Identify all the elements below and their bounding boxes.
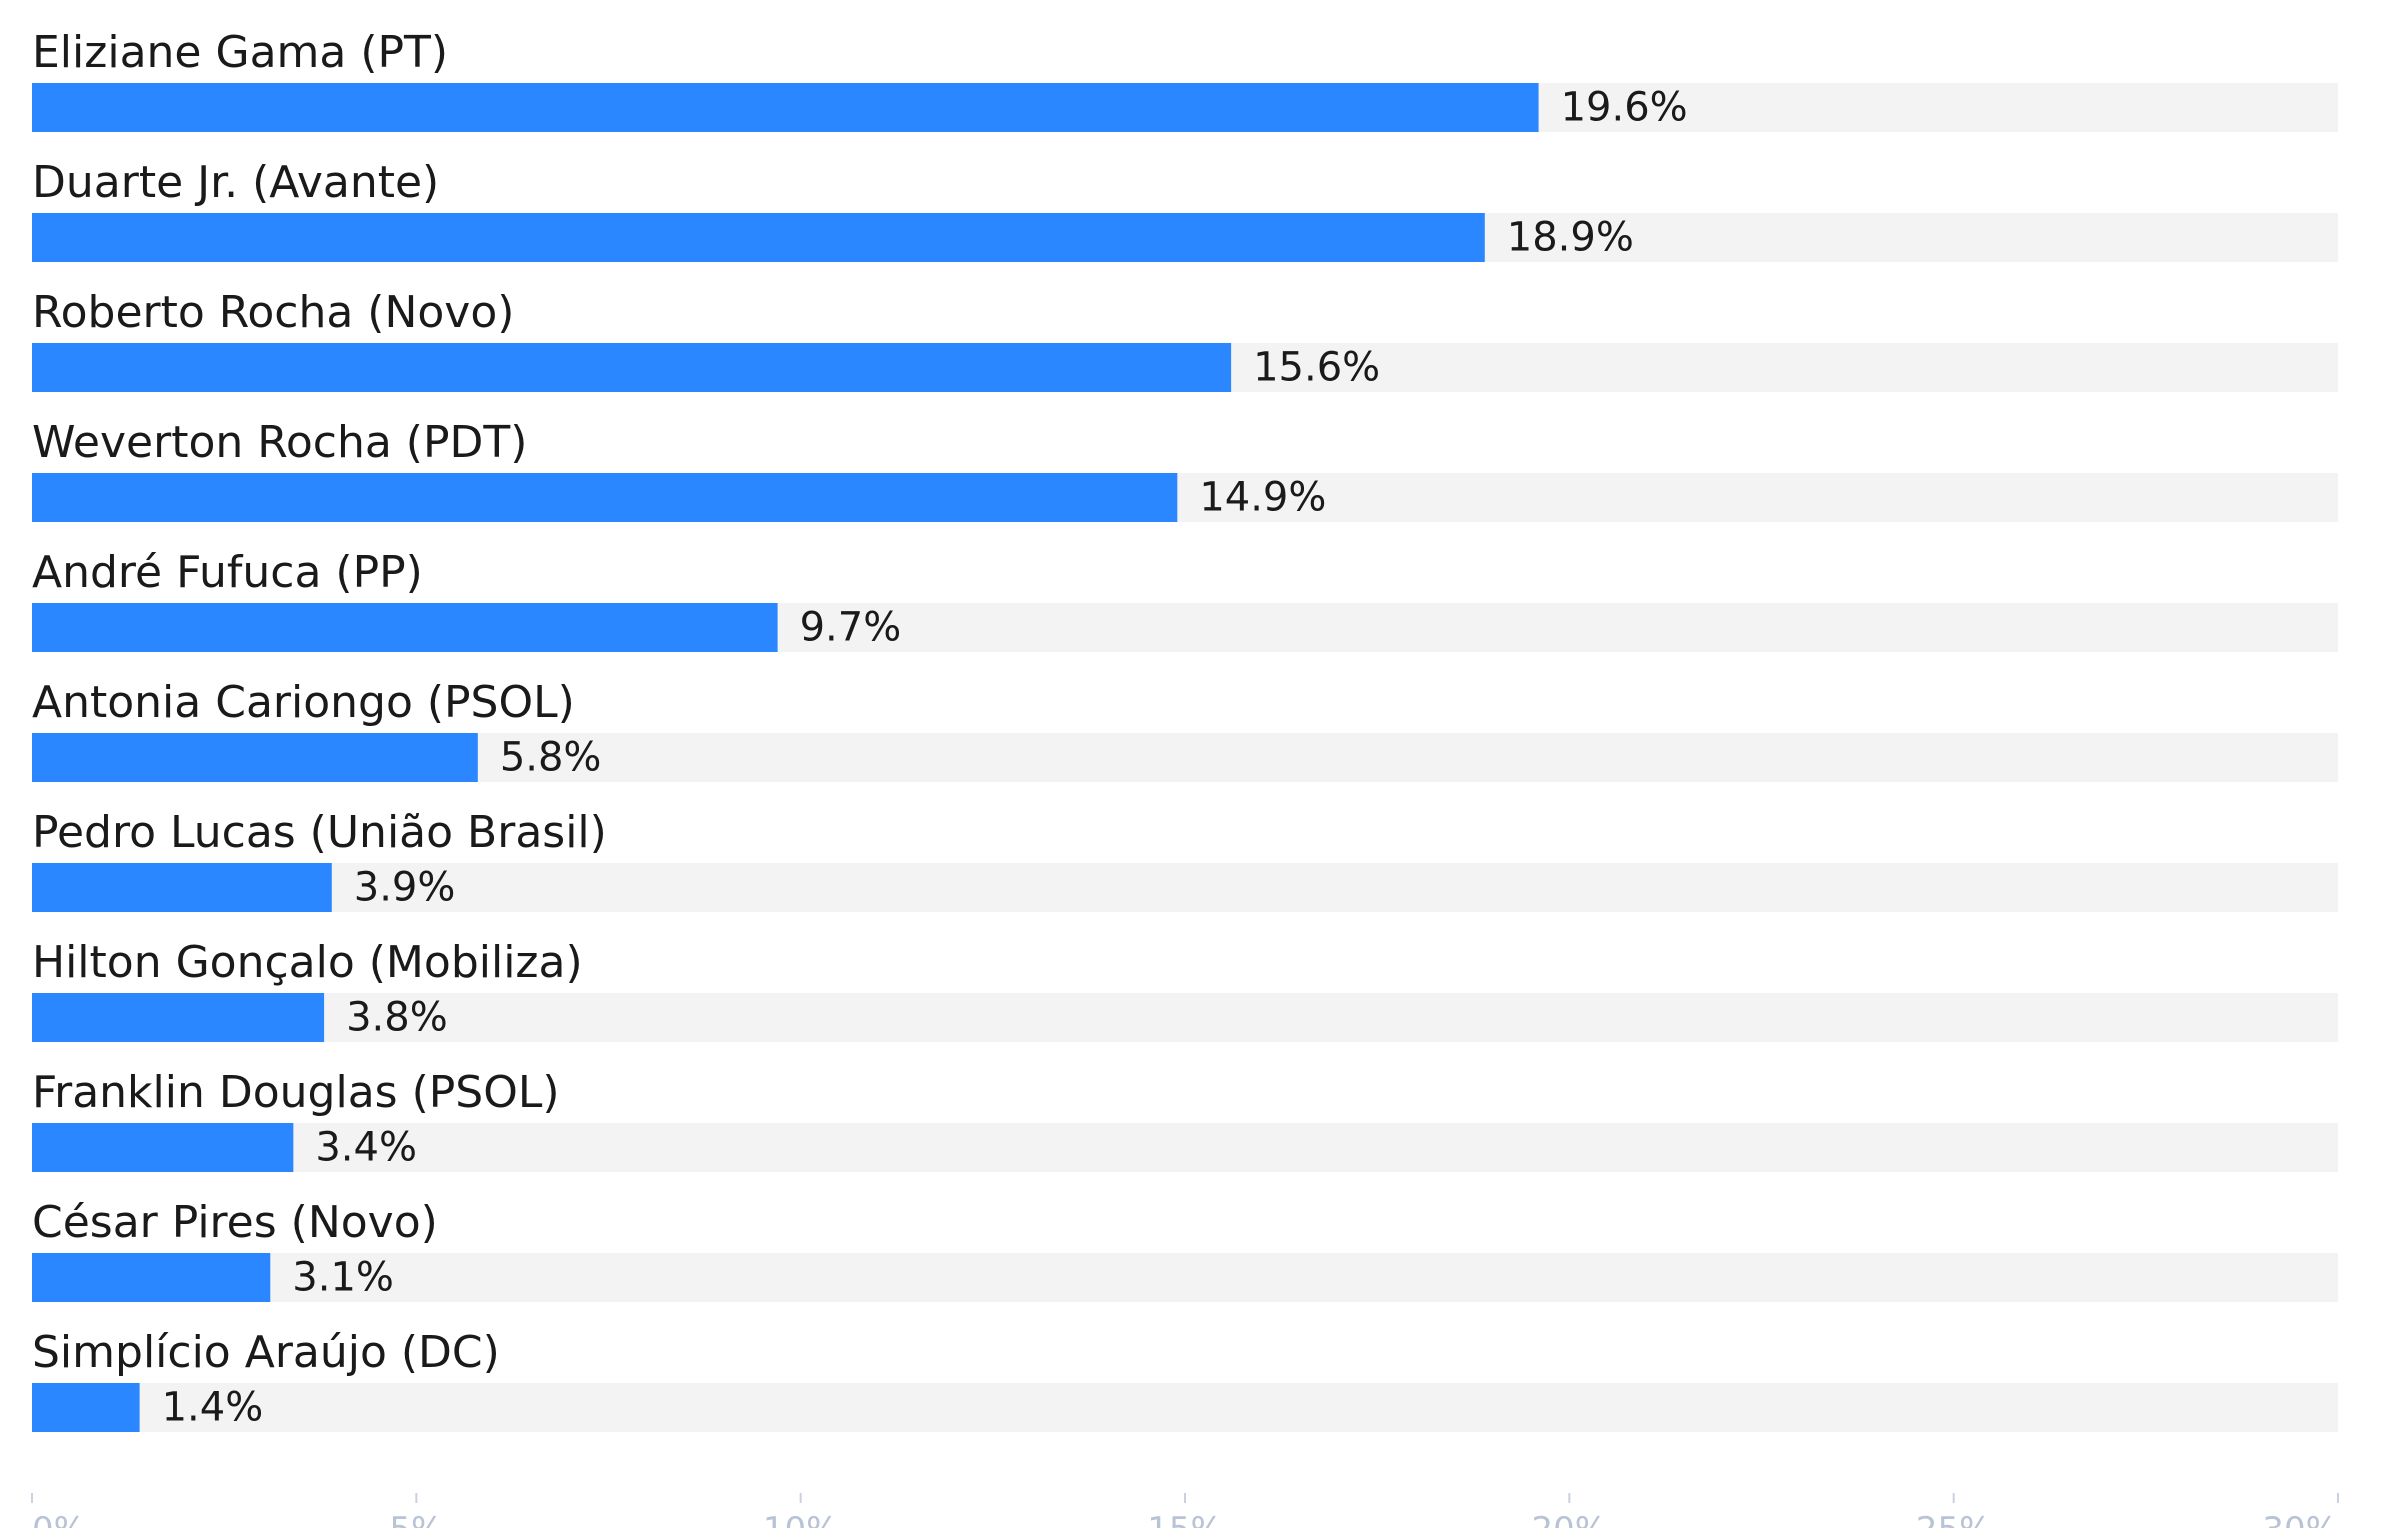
x-tick-label: 25% [1916, 1510, 1992, 1528]
category-label: André Fufuca (PP) [32, 547, 423, 598]
bar [32, 473, 1178, 522]
x-tick-label: 5% [389, 1510, 443, 1528]
category-label: César Pires (Novo) [32, 1197, 438, 1248]
bar [32, 993, 325, 1042]
bar-track [32, 1383, 2338, 1432]
category-label: Duarte Jr. (Avante) [32, 157, 439, 208]
value-label: 18.9% [1507, 215, 1634, 261]
value-label: 3.1% [292, 1255, 394, 1301]
category-label: Hilton Gonçalo (Mobiliza) [32, 937, 583, 988]
bar [32, 603, 778, 652]
value-label: 3.8% [346, 995, 448, 1041]
value-label: 3.9% [354, 865, 456, 911]
category-label: Roberto Rocha (Novo) [32, 287, 514, 338]
x-tick-label: 15% [1147, 1510, 1223, 1528]
bar [32, 83, 1539, 132]
bar [32, 1253, 271, 1302]
bar [32, 863, 332, 912]
bar-track [32, 863, 2338, 912]
x-tick-label: 0% [32, 1510, 86, 1528]
value-label: 1.4% [162, 1385, 264, 1431]
bar [32, 1383, 140, 1432]
bar [32, 1123, 294, 1172]
category-label: Pedro Lucas (União Brasil) [32, 807, 607, 858]
category-label: Eliziane Gama (PT) [32, 27, 448, 78]
bar-track [32, 1253, 2338, 1302]
category-label: Franklin Douglas (PSOL) [32, 1067, 560, 1118]
value-label: 3.4% [315, 1125, 417, 1171]
category-label: Simplício Araújo (DC) [32, 1327, 500, 1378]
value-label: 9.7% [800, 605, 902, 651]
value-label: 14.9% [1199, 475, 1326, 521]
bar-track [32, 1123, 2338, 1172]
value-label: 15.6% [1253, 345, 1380, 391]
bar [32, 343, 1232, 392]
bar-track [32, 993, 2338, 1042]
category-label: Weverton Rocha (PDT) [32, 417, 527, 468]
value-label: 5.8% [500, 735, 602, 781]
value-label: 19.6% [1561, 85, 1688, 131]
bar [32, 733, 478, 782]
x-tick-label: 10% [763, 1510, 839, 1528]
bar [32, 213, 1485, 262]
x-tick-label: 30% [2262, 1510, 2338, 1528]
x-tick-label: 20% [1532, 1510, 1608, 1528]
category-label: Antonia Cariongo (PSOL) [32, 677, 575, 728]
